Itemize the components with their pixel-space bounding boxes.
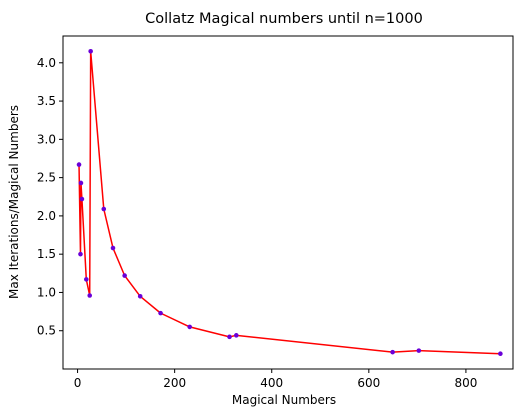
x-tick-label: 400 [260,376,283,390]
data-point [110,245,116,251]
series-line [78,50,501,355]
y-tick-label: 3.0 [37,132,56,146]
x-tick-label: 800 [454,376,477,390]
data-point [84,277,89,282]
y-axis: 0.5 1.0 1.5 2.0 2.5 3.0 3.5 4.0 [37,56,63,338]
data-point [76,162,82,167]
data-point [122,273,127,278]
y-tick-label: 1.0 [37,285,56,299]
data-point [101,206,107,212]
data-point [88,49,93,54]
chart-title: Collatz Magical numbers until n=1000 [145,11,423,27]
data-point [78,251,83,257]
x-axis: 0 200 400 600 800 [74,369,477,390]
x-tick-label: 0 [74,376,82,390]
y-tick-label: 3.5 [37,94,56,108]
y-tick-label: 0.5 [37,324,56,338]
series-lines [78,50,501,355]
series-points [76,49,503,356]
data-point [390,349,395,355]
data-point [79,196,85,202]
x-axis-label: Magical Numbers [232,393,336,407]
data-point [416,348,422,353]
data-point [158,310,163,316]
data-point [227,334,232,340]
y-tick-label: 4.0 [37,56,56,70]
y-tick-label: 2.5 [37,171,56,185]
data-point [137,293,143,299]
data-point [498,351,503,356]
plot-area [62,35,514,370]
data-point [78,180,84,186]
data-point [87,293,92,298]
y-axis-label: Max Iterations/Magical Numbers [7,105,21,299]
y-tick-label: 1.5 [37,247,56,261]
y-tick-label: 2.0 [37,209,56,223]
data-point [187,324,192,330]
data-point [234,333,239,338]
x-tick-label: 600 [357,376,380,390]
x-tick-label: 200 [163,376,186,390]
